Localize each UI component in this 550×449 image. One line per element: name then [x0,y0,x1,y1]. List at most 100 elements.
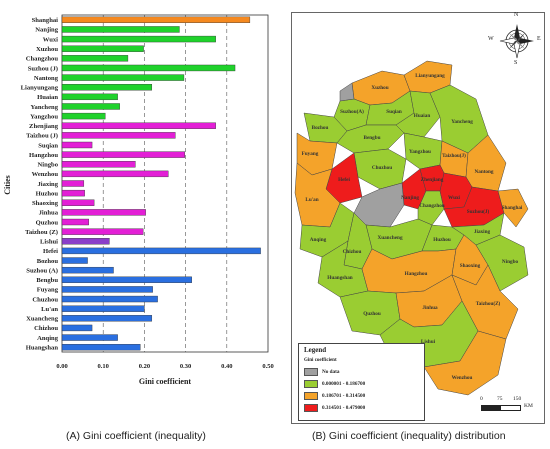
bar [61,199,95,206]
category-label: Huzhou [36,190,59,197]
category-label: Anqing [37,335,59,342]
bar [61,266,114,274]
bar [61,257,88,264]
region-huainan-gray [339,82,355,102]
scale-label-150: 150 [513,396,522,402]
map-city-labels: Xuzhou Lianyungang Suzhou(A) Suqian Bozhou Hu… [302,73,523,381]
x-tick-label: 0.50 [262,363,273,370]
legend-item-low: 0.000001 - 0.186700 [304,380,365,388]
map-city-label: Xuzhou [371,85,388,91]
caption-right: (B) Gini coefficient (inequality) distri… [312,430,506,442]
map-city-label: Changzhou [419,203,444,209]
map-city-label: Anqing [310,237,327,243]
map-city-label: Nantong [474,169,493,175]
map-city-label: Zhenjiang [421,177,444,183]
category-label: Hefei [43,248,58,255]
category-label: Lishui [40,239,58,246]
bar [61,112,106,120]
legend-swatch [304,404,318,412]
map-city-label: Nanjing [401,195,419,201]
bar [61,122,216,129]
bar [61,26,180,33]
map-city-label: Jiaxing [474,229,491,235]
map-city-label: Hefei [338,177,350,183]
category-label: Yangzhou [30,113,58,120]
category-label: Wuxi [43,36,58,43]
category-label: Wenzhou [32,171,59,178]
map-city-label: Bozhou [312,125,329,131]
bar [61,93,118,101]
scale-label-75: 75 [497,396,503,402]
bar [61,276,192,283]
bar [61,170,169,178]
legend-swatch [304,380,318,388]
bar [61,344,141,351]
caption-left: (A) Gini coefficient (inequality) [66,430,206,442]
map-city-label: Chuzhou [372,165,392,171]
region-shanghai [497,188,529,228]
bar [61,189,85,197]
category-label: Ningbo [37,162,58,169]
compass-n-label: N [514,12,519,18]
legend-title: Legend [304,346,327,354]
category-label: Yancheng [31,104,59,111]
bar [61,151,185,158]
category-label: Huaian [37,94,58,101]
category-label: Taizhou (Z) [25,229,58,236]
bar [61,141,93,149]
x-tick-label: 0.40 [221,363,232,370]
bar [61,228,144,235]
map-legend: Legend Gini coefficient No data 0.000001… [298,343,425,421]
category-label: Quzhou [36,219,59,226]
scale-label-0: 0 [480,396,483,402]
legend-swatch [304,368,318,376]
scale-unit: KM [524,403,533,409]
region-wenzhou [423,330,507,396]
category-label: Xuzhou [36,46,58,53]
map-regions [294,60,529,396]
legend-label: 0.314501 - 0.479000 [322,405,366,411]
map-city-label: Bengbu [363,135,380,141]
x-tick-label: 0.00 [56,363,67,370]
legend-swatch [304,392,318,400]
map-city-label: Huangshan [327,275,352,281]
category-label: Suzhou (J) [28,65,58,72]
legend-label: No data [322,369,340,375]
category-label: Shanghai [32,17,59,24]
bar [61,305,145,312]
category-label: Nanjing [35,27,58,34]
compass-s-label: S [514,60,518,66]
y-axis-title: Cities [3,175,12,195]
category-label: Shaoxing [32,200,59,207]
bar-chart: Shanghai Nanjing Wuxi Xuzhou Changzhou Suzhou… [3,14,274,386]
map-city-label: Suqian [386,109,402,115]
category-label: Hangzhou [29,152,58,159]
category-label: Huangshan [26,344,59,351]
bar [61,103,120,110]
bar [61,286,153,293]
map-city-label: Ningbo [502,259,519,265]
bar [61,84,153,91]
x-tick-labels: 0.00 0.10 0.20 0.30 0.40 0.50 [56,363,273,370]
category-label: Xuancheng [26,316,59,323]
legend-label: 0.186701 - 0.314500 [322,393,366,399]
map-city-label: Chizhou [343,249,362,255]
category-label: Chuzhou [32,296,58,303]
category-label: Lianyungang [21,85,59,92]
bar [61,295,158,303]
bar [61,55,129,62]
map-city-label: Quzhou [363,311,381,317]
region-map: Xuzhou Lianyungang Suzhou(A) Suqian Bozhou Hu… [294,60,529,396]
bar [61,45,144,52]
map-city-label: Fuyang [302,151,319,157]
legend-label: 0.000001 - 0.186700 [322,381,366,387]
bar [61,324,93,332]
map-city-label: Yancheng [451,119,473,125]
map-city-label: Jinhua [422,305,438,311]
bar [61,315,153,322]
legend-item-high: 0.314501 - 0.479000 [304,404,365,412]
category-label: Lu'an [41,306,58,313]
category-label: Changzhou [26,56,59,63]
x-tick-label: 0.10 [98,363,109,370]
map-city-label: Shanghai [502,205,523,211]
